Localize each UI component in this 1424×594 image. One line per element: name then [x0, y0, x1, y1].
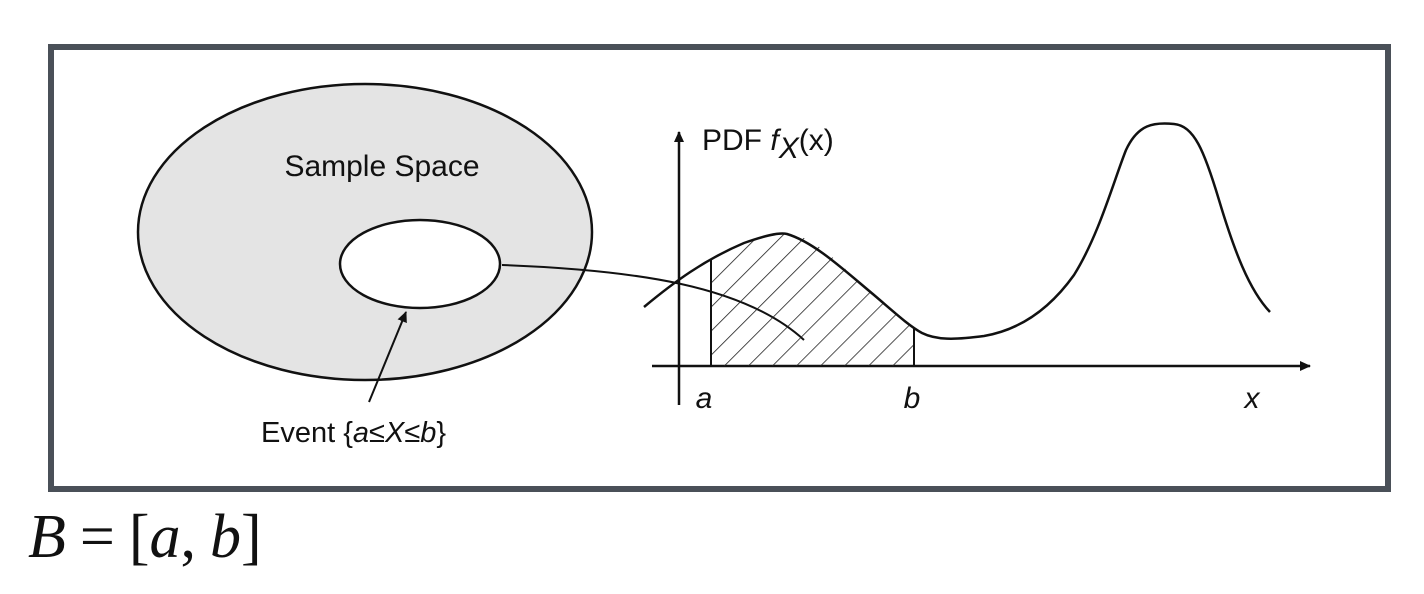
pdf-label-arg: (x)	[799, 124, 834, 157]
event-label-le1: ≤	[369, 417, 385, 449]
figure-frame: Sample Space Event {a≤X≤b} PDF fX(x) a b…	[48, 44, 1391, 492]
shaded-area-a-to-b	[711, 233, 914, 366]
pdf-curve	[643, 122, 1271, 340]
event-label-prefix: Event {	[261, 417, 353, 449]
event-label-b: b	[420, 417, 436, 449]
event-label-suffix: }	[436, 417, 446, 449]
event-label-a: a	[353, 417, 369, 449]
formula-open-bracket: [	[128, 503, 150, 571]
pdf-label: PDF fX(x)	[702, 124, 834, 165]
probability-diagram: Sample Space Event {a≤X≤b} PDF fX(x) a b…	[136, 82, 1311, 449]
event-label-X: X	[384, 417, 406, 449]
event-ellipse	[338, 218, 502, 310]
event-label-le2: ≤	[404, 417, 420, 449]
axis-label-a: a	[696, 382, 713, 415]
event-pointer-arrow	[368, 311, 407, 403]
formula-lhs: B	[28, 503, 66, 571]
pdf-label-prefix: PDF	[702, 124, 770, 157]
sample-space-label: Sample Space	[284, 150, 479, 183]
interval-formula: B = [a, b]	[28, 492, 528, 582]
event-label: Event {a≤X≤b}	[261, 417, 446, 449]
pdf-label-f: f	[770, 124, 781, 157]
axis-label-b: b	[904, 382, 921, 415]
formula-comma: ,	[180, 503, 197, 571]
formula-b: b	[210, 503, 241, 571]
pdf-label-sub: X	[778, 132, 800, 165]
formula-a: a	[149, 503, 181, 571]
formula-equals: =	[79, 503, 115, 571]
formula-close-bracket: ]	[241, 503, 262, 571]
axis-label-x: x	[1243, 382, 1261, 415]
